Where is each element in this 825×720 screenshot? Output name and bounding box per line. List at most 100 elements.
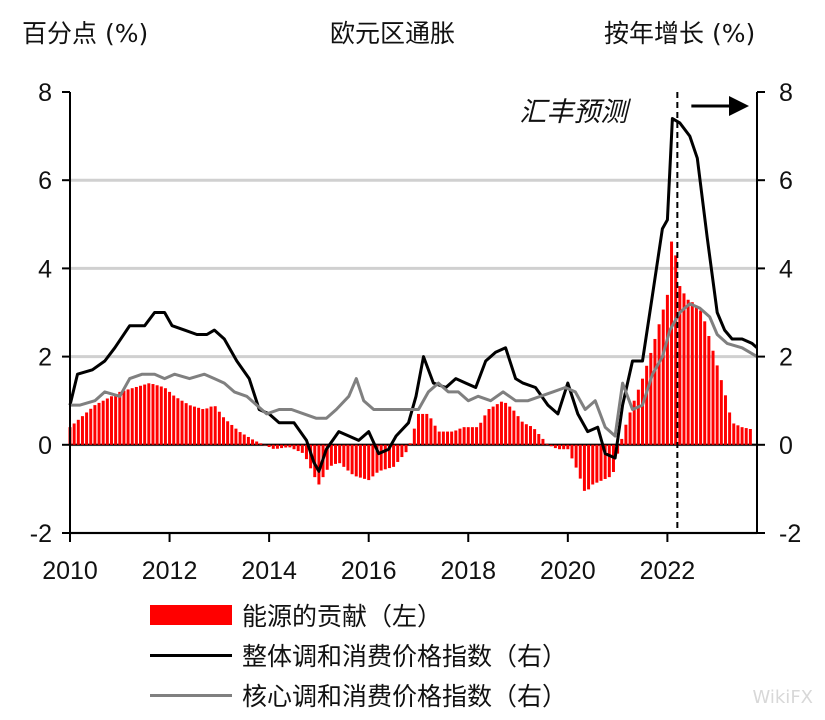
energy-bar <box>566 444 570 450</box>
energy-bar <box>147 383 151 445</box>
energy-bar <box>603 444 607 479</box>
energy-bar <box>425 413 429 445</box>
energy-bar <box>201 409 205 445</box>
energy-bar <box>130 388 134 445</box>
energy-bar <box>168 391 172 445</box>
energy-bar <box>508 406 512 445</box>
energy-bar <box>280 444 284 449</box>
energy-bar <box>657 324 661 445</box>
energy-bar <box>246 436 250 445</box>
energy-bar <box>209 406 213 445</box>
energy-bar <box>367 444 371 481</box>
energy-bar <box>89 408 93 445</box>
energy-bar <box>533 429 537 445</box>
right-tick-label: 2 <box>779 344 793 372</box>
energy-bar <box>242 434 246 445</box>
energy-bar <box>479 422 483 445</box>
energy-bar <box>85 412 89 445</box>
energy-bar <box>595 444 599 483</box>
left-tick-label: 8 <box>38 79 52 107</box>
energy-bar <box>105 398 109 445</box>
energy-bar <box>192 406 196 445</box>
energy-bar <box>740 427 744 445</box>
energy-bar <box>433 425 437 445</box>
forecast-marker: 汇丰预测 <box>519 92 749 533</box>
energy-bar <box>670 241 674 445</box>
energy-bar <box>686 299 690 445</box>
right-tick-label: 0 <box>779 432 793 460</box>
energy-bar <box>255 441 259 445</box>
energy-bar <box>607 444 611 478</box>
energy-bar <box>587 444 591 490</box>
energy-bar <box>217 411 221 445</box>
energy-bar <box>346 444 350 471</box>
energy-bar <box>412 428 416 445</box>
legend-label-energy: 能源的贡献（左） <box>242 602 443 631</box>
energy-bar <box>342 444 346 467</box>
energy-bar <box>392 444 396 467</box>
energy-bar <box>176 398 180 445</box>
energy-bar <box>512 410 516 445</box>
legend: 能源的贡献（左） 整体调和消费价格指数（右） 核心调和消费价格指数（右） <box>150 595 567 715</box>
axes <box>69 92 758 534</box>
x-tick-label: 2016 <box>341 557 397 585</box>
energy-contribution-bars <box>68 241 752 491</box>
x-tick-label: 2018 <box>440 557 496 585</box>
energy-bar <box>499 401 503 445</box>
energy-bar <box>661 309 665 445</box>
energy-bar <box>450 431 454 445</box>
energy-bar <box>715 365 719 445</box>
energy-bar <box>334 444 338 464</box>
energy-bar <box>387 444 391 469</box>
energy-bar <box>520 421 524 445</box>
energy-bar <box>371 444 375 477</box>
legend-swatch-line <box>150 693 232 697</box>
energy-bar <box>139 385 143 445</box>
energy-bar <box>454 430 458 445</box>
left-axis-unit: 百分点 (%) <box>22 19 149 48</box>
energy-bar <box>325 444 329 470</box>
energy-bar <box>284 444 288 448</box>
energy-bar <box>271 444 275 449</box>
energy-bar <box>118 391 122 445</box>
energy-bar <box>703 321 707 445</box>
energy-bar <box>441 431 445 445</box>
legend-item-core: 核心调和消费价格指数（右） <box>150 675 567 715</box>
energy-bar <box>641 378 644 445</box>
energy-bar <box>475 427 479 445</box>
energy-bar <box>736 425 740 445</box>
energy-bar <box>748 428 752 445</box>
energy-bar <box>114 394 118 445</box>
energy-bar <box>487 409 491 445</box>
energy-bar <box>723 395 727 445</box>
energy-bar <box>545 443 549 445</box>
energy-bar <box>396 444 400 462</box>
energy-bar <box>649 352 653 445</box>
tick-labels: -2 -2 0 0 2 2 4 4 6 6 8 8 2010 2012 2014 2016 2018 2020 20… <box>30 79 801 585</box>
energy-bar <box>275 444 279 449</box>
right-tick-label: 6 <box>779 167 793 195</box>
energy-bar <box>645 365 649 445</box>
legend-label-headline: 整体调和消费价格指数（右） <box>242 642 568 671</box>
energy-bar <box>222 417 225 445</box>
energy-bar <box>358 444 362 478</box>
energy-bar <box>516 416 520 445</box>
energy-bar <box>728 412 732 445</box>
energy-bar <box>234 428 238 445</box>
energy-bar <box>408 443 412 445</box>
energy-bar <box>574 444 578 468</box>
energy-bar <box>213 406 217 445</box>
energy-bar <box>151 384 155 445</box>
chart-title: 欧元区通胀 <box>330 19 456 48</box>
x-tick-label: 2020 <box>540 557 596 585</box>
energy-bar <box>226 421 230 445</box>
headline-hicp-line <box>68 117 758 473</box>
energy-bar <box>375 444 379 473</box>
energy-bar <box>719 380 723 445</box>
energy-bar <box>437 431 441 445</box>
energy-bar <box>329 444 333 466</box>
energy-bar <box>446 431 450 445</box>
energy-bar <box>80 416 84 445</box>
energy-bar <box>562 444 566 450</box>
